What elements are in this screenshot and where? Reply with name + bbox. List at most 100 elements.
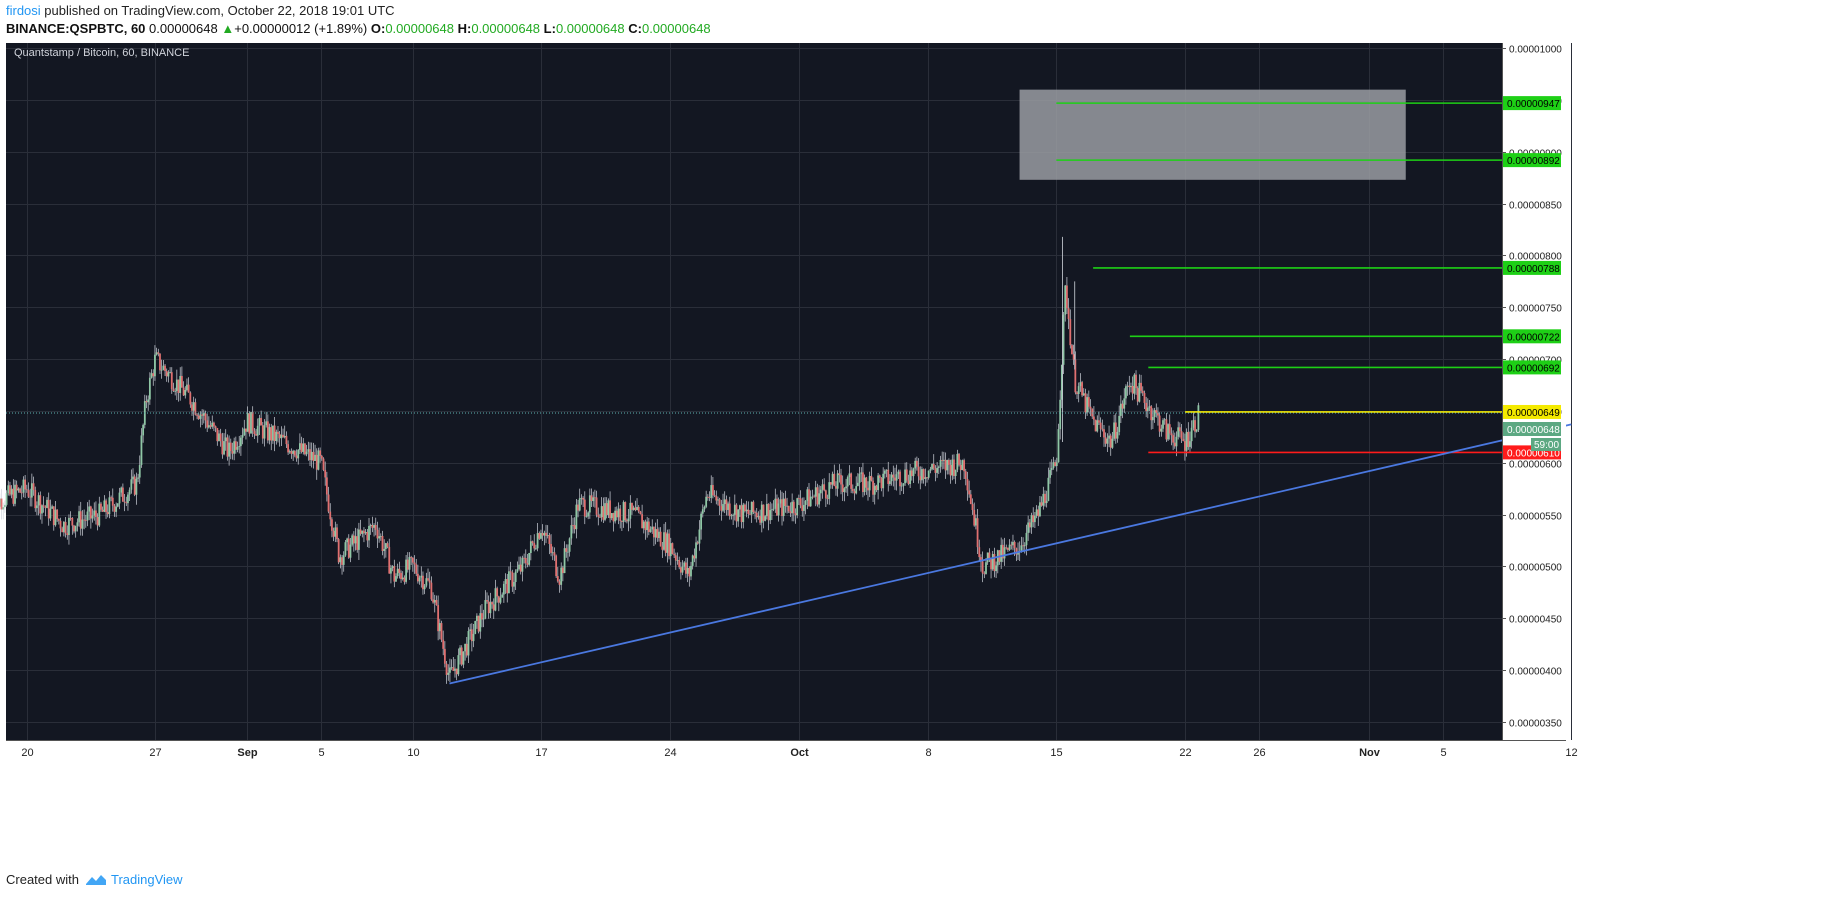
candle-down [445, 663, 448, 675]
candle-up [1167, 424, 1169, 440]
candle-down [125, 502, 128, 504]
last-price: 0.00000648 [149, 21, 218, 36]
candle-down [95, 510, 97, 518]
low-label: L: [543, 21, 556, 36]
level-price-label: 0.00000892 [1507, 156, 1560, 167]
candle-down [679, 567, 682, 573]
candle-down [1158, 415, 1161, 432]
candle-up [46, 499, 48, 508]
candle-up [454, 668, 456, 671]
candle-down [597, 514, 600, 517]
x-tick-label: 15 [1050, 747, 1062, 759]
candle-up [1118, 415, 1121, 432]
candle-down [69, 517, 72, 519]
candle-down [558, 581, 561, 585]
candle-up [344, 542, 347, 556]
candle-up [292, 450, 295, 454]
candle-down [34, 489, 37, 509]
candle-down [1168, 424, 1171, 434]
price-chart[interactable]: 0.000010000.000009500.000009000.00000850… [0, 43, 1828, 868]
candle-up [207, 425, 210, 428]
candle-up [272, 425, 274, 441]
candle-down [602, 506, 605, 520]
candle-up [472, 633, 475, 642]
candle-down [519, 564, 522, 572]
candle-down [1072, 354, 1075, 360]
candle-down [664, 532, 667, 553]
candle-up [489, 602, 492, 614]
candle-down [106, 512, 109, 515]
candle-up [302, 443, 305, 452]
candle-up [883, 470, 886, 474]
candle-down [789, 511, 792, 514]
candle-down [728, 503, 731, 517]
candle-up [275, 431, 278, 441]
candle-down [605, 503, 608, 516]
candle-down [1015, 548, 1018, 555]
candle-down [492, 604, 495, 611]
candle-down [1032, 515, 1035, 523]
candle-up [408, 557, 411, 570]
candle-up [868, 475, 871, 491]
candle-up [818, 493, 821, 505]
candle-down [182, 387, 185, 396]
candle-up [588, 495, 591, 513]
candle-up [848, 473, 851, 478]
candle-up [902, 483, 905, 486]
candle-down [878, 475, 881, 479]
candle-up [732, 514, 735, 516]
candle-up [575, 504, 578, 530]
candle-up [241, 434, 244, 438]
candle-down [204, 413, 207, 421]
candle-down [332, 530, 335, 537]
candle-down [784, 498, 787, 506]
candle-down [422, 575, 424, 590]
candle-down [668, 533, 670, 557]
candle-up [737, 509, 740, 522]
candle-up [246, 413, 249, 432]
candle-up [433, 599, 436, 603]
candle-up [41, 505, 43, 514]
candle-up [378, 536, 381, 539]
candle-up [513, 582, 515, 587]
candle-up [1153, 410, 1156, 418]
candle-up [580, 497, 583, 499]
candle-up [167, 372, 170, 377]
candle-down [191, 404, 193, 411]
candle-down [1180, 431, 1183, 439]
candle-up [514, 571, 517, 583]
candle-down [428, 580, 431, 583]
candle-up [796, 498, 799, 516]
candle-up [175, 379, 178, 391]
candle-up [765, 503, 768, 517]
candle-up [985, 562, 987, 574]
candle-down [990, 558, 992, 570]
candles [0, 236, 1200, 684]
candle-up [1042, 493, 1045, 506]
candle-down [609, 500, 611, 519]
candle-down [113, 505, 116, 512]
candle-down [619, 508, 622, 521]
candle-up [937, 466, 940, 468]
candle-down [1141, 390, 1144, 393]
candle-down [196, 414, 198, 416]
author-link[interactable]: firdosi [6, 3, 41, 18]
candle-down [910, 470, 913, 477]
candle-up [120, 487, 123, 493]
candle-up [401, 577, 404, 580]
candle-down [573, 525, 576, 530]
candle-up [268, 427, 271, 441]
candle-up [936, 467, 939, 473]
candle-down [1150, 406, 1153, 421]
level-price-tag [1503, 360, 1561, 375]
candle-up [700, 513, 703, 530]
candle-up [236, 446, 239, 450]
candle-down [413, 562, 416, 565]
candle-up [1086, 397, 1089, 413]
candle-down [381, 535, 384, 551]
candle-down [531, 541, 534, 543]
candle-up [148, 377, 151, 400]
candle-down [481, 613, 483, 620]
candle-up [1195, 429, 1198, 432]
tradingview-brand[interactable]: TradingView [85, 872, 183, 887]
